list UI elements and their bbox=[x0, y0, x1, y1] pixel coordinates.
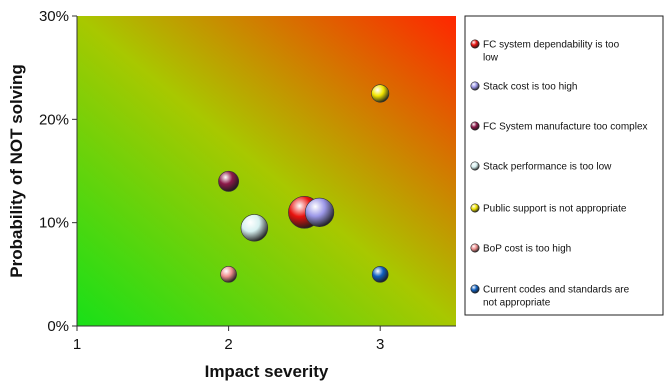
bubble bbox=[371, 266, 389, 283]
legend-marker bbox=[470, 284, 480, 294]
x-tick-label: 3 bbox=[376, 336, 384, 353]
y-tick-label: 20% bbox=[39, 111, 69, 128]
plot-area bbox=[77, 16, 456, 326]
bubble bbox=[371, 84, 390, 103]
x-tick-label: 2 bbox=[224, 336, 232, 353]
legend-marker bbox=[470, 203, 480, 213]
y-axis-ticks: 0% 10% 20% 30% bbox=[39, 8, 77, 335]
legend-marker bbox=[470, 81, 480, 91]
bubble bbox=[218, 170, 240, 192]
legend bbox=[464, 15, 664, 316]
legend-marker bbox=[470, 121, 480, 131]
bubbles bbox=[218, 84, 390, 283]
legend-label: Public support is not appropriate bbox=[483, 204, 627, 215]
bubble bbox=[220, 266, 237, 283]
y-axis-title: Probability of NOT solving bbox=[7, 64, 26, 277]
bubble bbox=[240, 214, 269, 242]
legend-marker bbox=[470, 39, 480, 49]
legend-label: FC system dependability is too low bbox=[483, 40, 620, 64]
y-tick-label: 0% bbox=[47, 318, 69, 335]
legend-label: Current codes and standards are not appro… bbox=[483, 285, 630, 309]
legend-marker bbox=[470, 161, 480, 171]
y-tick-label: 30% bbox=[39, 8, 69, 25]
legend-label: BoP cost is too high bbox=[483, 244, 571, 255]
x-axis-ticks: 1 2 3 bbox=[73, 326, 384, 353]
bubble bbox=[304, 197, 335, 227]
legend-label: Stack cost is too high bbox=[483, 82, 578, 93]
legend-items: FC system dependability is too low Stack c… bbox=[470, 39, 648, 309]
legend-marker bbox=[470, 243, 480, 253]
legend-label: Stack performance is too low bbox=[483, 162, 612, 173]
y-tick-label: 10% bbox=[39, 215, 69, 232]
x-tick-label: 1 bbox=[73, 336, 81, 353]
legend-label: FC System manufacture too complex bbox=[483, 122, 648, 133]
x-axis-title: Impact severity bbox=[205, 362, 329, 381]
